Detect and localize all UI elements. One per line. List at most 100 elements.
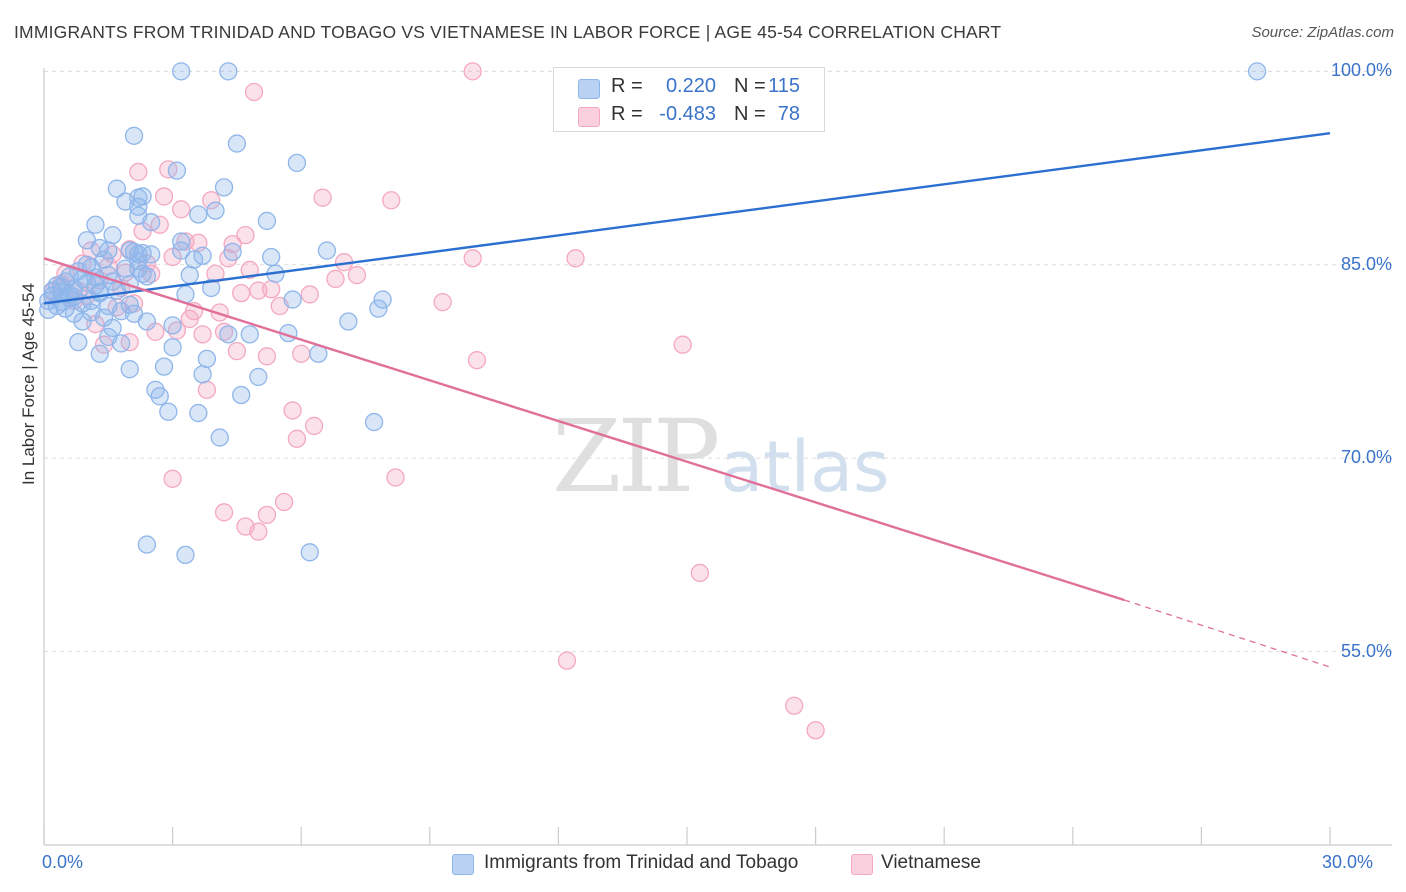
vietnamese-point — [232, 283, 251, 303]
vietnamese-point — [673, 335, 692, 354]
vietnamese-trend-line — [43, 257, 1125, 602]
trinidad-tobago-point — [300, 543, 319, 562]
source-label: Source: ZipAtlas.com — [1251, 24, 1394, 41]
trinidad-tobago-point — [176, 545, 195, 565]
vietnamese-point — [172, 200, 191, 219]
trinidad-tobago-point — [163, 338, 182, 357]
trinidad-tobago-point — [232, 385, 251, 405]
trinidad-tobago-point — [249, 367, 268, 387]
legend-row-series1: R = 0.220 N = 115 — [554, 73, 824, 101]
bottom-legend-label-series1: Immigrants from Trinidad and Tobago — [484, 852, 799, 873]
bottom-legend-swatch-blue — [452, 854, 474, 875]
trinidad-tobago-point — [150, 387, 169, 406]
vietnamese-point — [193, 325, 212, 344]
vietnamese-point — [163, 469, 182, 488]
trinidad-tobago-point — [1247, 62, 1267, 81]
x-tick-label-min: 0.0% — [42, 852, 84, 872]
vietnamese-point — [386, 468, 405, 487]
vietnamese-point — [566, 249, 585, 268]
vietnamese-point — [240, 260, 259, 280]
vietnamese-point — [236, 225, 255, 245]
x-tick-label-max: 30.0% — [1322, 852, 1374, 872]
vietnamese-point — [313, 188, 332, 207]
trinidad-tobago-point — [189, 403, 208, 423]
vietnamese-point — [244, 82, 264, 102]
trinidad-tobago-point — [219, 325, 238, 344]
legend-r-value: -0.483 — [659, 103, 716, 125]
trinidad-tobago-point — [163, 316, 182, 335]
vietnamese-point — [214, 503, 234, 522]
trinidad-tobago-point — [107, 179, 127, 198]
trinidad-tobago-point — [283, 290, 302, 309]
trinidad-tobago-point — [124, 126, 144, 145]
y-tick-label: 55.0% — [1340, 640, 1392, 661]
vietnamese-point — [433, 292, 452, 312]
vietnamese-point — [292, 344, 311, 363]
vietnamese-point — [300, 285, 319, 304]
trinidad-tobago-point — [142, 245, 161, 264]
legend-n-label: N = — [734, 103, 766, 125]
vietnamese-point — [690, 563, 710, 583]
trinidad-tobago-point — [64, 287, 84, 307]
trinidad-tobago-point — [240, 325, 259, 344]
trinidad-tobago-point — [214, 178, 234, 197]
trinidad-tobago-point — [103, 318, 122, 338]
trinidad-tobago-point — [154, 357, 174, 376]
trinidad-tobago-point — [172, 232, 191, 251]
legend-r-label: R = — [611, 75, 643, 97]
trinidad-tobago-point — [124, 242, 144, 262]
vietnamese-point — [257, 347, 277, 366]
bottom-legend-swatch-pink — [851, 854, 873, 875]
vietnamese-point — [206, 264, 225, 283]
trinidad-tobago-point — [262, 247, 281, 267]
vietnamese-point — [202, 191, 221, 210]
vietnamese-point — [249, 522, 268, 541]
trinidad-tobago-point — [202, 278, 221, 298]
vietnamese-trend-extension — [1124, 599, 1331, 668]
trinidad-tobago-point — [99, 296, 118, 316]
trinidad-tobago-point — [120, 360, 139, 379]
trinidad-tobago-point — [90, 344, 109, 363]
trinidad-tobago-point — [51, 277, 71, 296]
trinidad-tobago-point — [180, 265, 199, 285]
chart-title: IMMIGRANTS FROM TRINIDAD AND TOBAGO VS V… — [14, 22, 1002, 42]
trend-lines — [43, 132, 1331, 668]
trinidad-tobago-point — [184, 250, 204, 269]
vietnamese-points — [43, 62, 825, 740]
trinidad-tobago-point — [287, 153, 307, 173]
legend-n-value: 78 — [777, 103, 800, 125]
vietnamese-point — [154, 187, 174, 206]
trinidad-tobago-point — [159, 402, 178, 421]
vietnamese-point — [463, 249, 482, 268]
vietnamese-point — [287, 429, 307, 448]
vietnamese-point — [347, 265, 367, 285]
trinidad-tobago-point — [103, 225, 122, 245]
trinidad-tobago-point — [120, 295, 139, 314]
trinidad-tobago-point — [129, 206, 148, 225]
legend-r-label: R = — [611, 103, 643, 125]
watermark: ZIPatlas — [552, 398, 890, 515]
trinidad-tobago-point — [129, 188, 148, 207]
vietnamese-point — [382, 191, 401, 210]
axes — [43, 68, 1392, 846]
trinidad-tobago-point — [167, 161, 187, 180]
trinidad-tobago-trend-line — [43, 132, 1331, 305]
trinidad-tobago-point — [369, 299, 388, 318]
trinidad-tobago-point — [189, 205, 208, 224]
correlation-legend: R = 0.220 N = 115 R = -0.483 N = 78 — [553, 67, 825, 132]
trinidad-tobago-point — [86, 215, 105, 234]
trinidad-tobago-point — [210, 428, 229, 447]
trinidad-tobago-point — [317, 241, 337, 260]
trinidad-tobago-point — [137, 535, 157, 554]
trinidad-tobago-point — [227, 134, 247, 153]
vietnamese-point — [274, 492, 294, 512]
vietnamese-point — [283, 401, 302, 420]
vietnamese-point — [129, 162, 148, 182]
trinidad-tobago-point — [137, 312, 157, 331]
y-tick-label: 70.0% — [1340, 447, 1392, 468]
legend-n-label: N = — [734, 75, 766, 97]
vietnamese-point — [326, 269, 345, 289]
legend-swatch-pink — [578, 107, 600, 127]
vietnamese-point — [785, 696, 804, 715]
